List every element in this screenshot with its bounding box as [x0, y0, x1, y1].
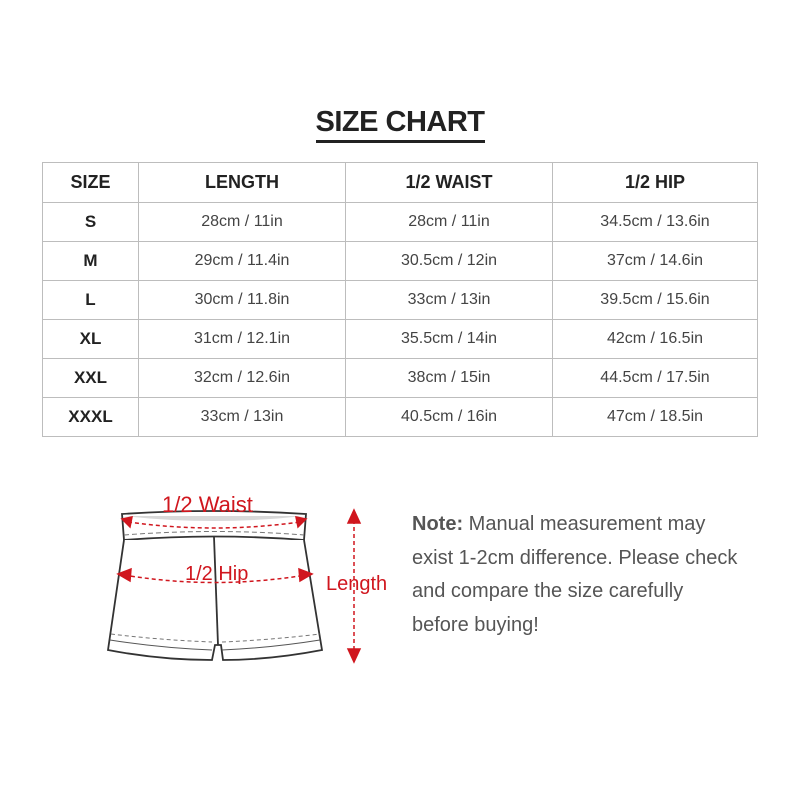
length-cell: 29cm / 11.4in: [138, 241, 346, 281]
table-row: XXL 32cm / 12.6in 38cm / 15in 44.5cm / 17.5…: [42, 358, 758, 398]
header-size: SIZE: [42, 162, 139, 203]
length-cell: 33cm / 13in: [138, 397, 346, 437]
waist-arrow: [127, 521, 301, 529]
size-cell: XXL: [42, 358, 139, 398]
shorts-body: [106, 539, 324, 661]
length-label: Length: [326, 573, 387, 595]
note-text: Manual measurement may exist 1-2cm diffe…: [412, 513, 738, 636]
waist-cell: 40.5cm / 16in: [345, 397, 553, 437]
hip-cell: 47cm / 18.5in: [552, 397, 758, 437]
waist-label: 1/2 Waist: [162, 492, 253, 517]
table-row: M 29cm / 11.4in 30.5cm / 12in 37cm / 14.6in: [42, 241, 758, 281]
waist-cell: 30.5cm / 12in: [345, 241, 553, 281]
hip-cell: 42cm / 16.5in: [552, 319, 758, 359]
hip-arrow: [123, 574, 307, 584]
hip-label: 1/2 Hip: [185, 563, 248, 585]
waist-cell: 33cm / 13in: [345, 280, 553, 320]
waist-cell: 38cm / 15in: [345, 358, 553, 398]
table-row: XXXL 33cm / 13in 40.5cm / 16in 47cm / 18.5i…: [42, 397, 758, 437]
size-cell: S: [42, 202, 139, 242]
table-row: XL 31cm / 12.1in 35.5cm / 14in 42cm / 16.5i…: [42, 319, 758, 359]
page-title: SIZE CHART: [0, 106, 800, 143]
header-hip: 1/2 HIP: [552, 162, 758, 203]
hip-cell: 44.5cm / 17.5in: [552, 358, 758, 398]
measurement-note: Note: Manual measurement may exist 1-2cm…: [412, 508, 742, 642]
length-cell: 32cm / 12.6in: [138, 358, 346, 398]
hip-cell: 37cm / 14.6in: [552, 241, 758, 281]
hip-cell: 39.5cm / 15.6in: [552, 280, 758, 320]
note-label: Note:: [412, 513, 464, 535]
length-cell: 30cm / 11.8in: [138, 280, 346, 320]
size-cell: XXXL: [42, 397, 139, 437]
table-row: L 30cm / 11.8in 33cm / 13in 39.5cm / 15.6in: [42, 280, 758, 320]
length-cell: 28cm / 11in: [138, 202, 346, 242]
size-table: SIZE LENGTH 1/2 WAIST 1/2 HIP S 28cm / 11…: [42, 162, 758, 437]
table-header-row: SIZE LENGTH 1/2 WAIST 1/2 HIP: [42, 162, 758, 203]
